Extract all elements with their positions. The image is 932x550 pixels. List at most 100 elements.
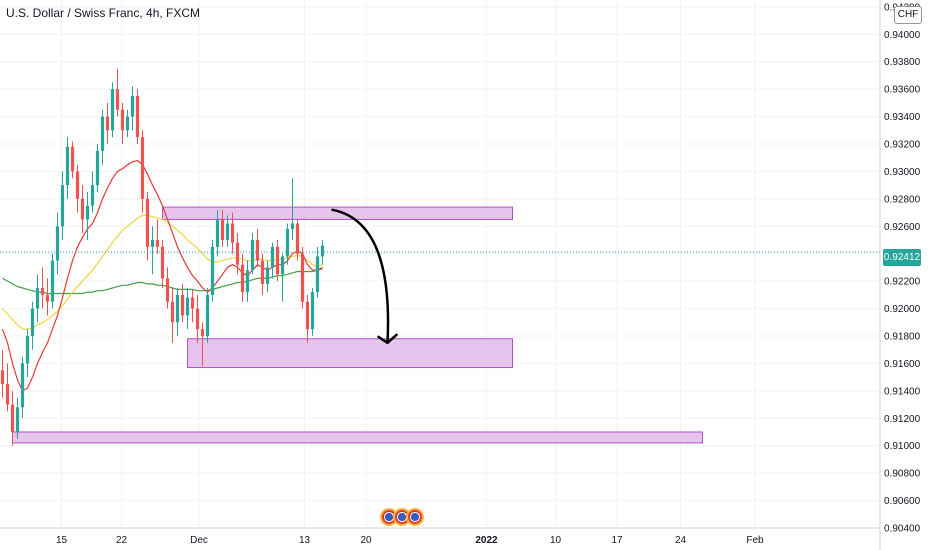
time-tick-label: 24 [675,535,687,546]
candle [320,240,325,265]
candle-body [305,301,310,330]
candle [245,260,250,302]
candle [170,288,175,343]
candle [185,288,190,330]
price-axis[interactable]: 0.90400 0.90600 0.90800 0.91000 0.91200 0.914… [879,0,921,550]
candle-body [170,301,175,323]
time-tick-label: 17 [611,535,623,546]
candle-body [245,270,250,293]
candle [55,212,60,275]
candle-body [260,260,265,284]
price-tick-label: 0.92000 [884,304,921,315]
candle [220,209,225,247]
candle-body [0,370,5,384]
ma-mid-line [2,214,323,330]
candle-body [195,308,200,330]
candle [240,253,245,302]
candle [315,246,320,298]
candle [195,294,200,343]
candle [100,109,105,165]
candle-body [5,384,10,405]
candle [115,68,120,117]
candle [20,356,25,419]
candle-body [300,253,305,302]
candle [265,260,270,293]
candle [150,226,155,275]
candle-body [285,229,290,257]
candle [230,212,235,254]
candle-body [80,198,85,220]
candle [125,109,130,138]
candle [60,171,65,240]
candle [270,242,275,279]
price-tick-label: 0.92800 [884,194,921,205]
candle-body [35,288,40,309]
candle [160,240,165,288]
economic-event-flag-icon[interactable] [406,508,424,526]
price-tick-label: 0.91000 [884,441,921,452]
price-tick-label: 0.93600 [884,85,921,96]
ma-fast-line [1,159,323,392]
candle [210,240,215,302]
candle-body [175,294,180,323]
candle-body [185,297,190,316]
price-tick-label: 0.91600 [884,359,921,370]
candle-body [255,240,260,261]
time-axis[interactable]: 15 22 Dec 13 20 2022 10 17 24 Feb [0,527,880,546]
price-tick-label: 0.94000 [884,30,921,41]
candle-body [290,223,295,230]
candle-body [130,96,135,117]
candle [120,102,125,144]
candle [50,253,55,309]
candle [10,390,15,446]
candle [155,219,160,254]
price-tick-label: 0.93200 [884,140,921,151]
zones[interactable] [12,206,703,444]
candle-body [265,267,270,284]
candle-body [125,116,130,131]
candle-body [10,404,15,432]
candle [200,322,205,367]
candle [215,209,220,257]
candle [5,363,10,412]
annotations[interactable] [0,208,880,345]
candle [85,192,90,240]
time-tick-label: Feb [746,535,764,546]
grid [0,0,880,529]
currency-badge[interactable]: CHF [894,6,922,24]
candle-body [225,223,230,240]
candle [310,288,315,336]
price-tick-label: 0.91800 [884,332,921,343]
candle [180,283,185,323]
candle-body [95,150,100,186]
candle [90,171,95,213]
price-tick-label: 0.90800 [884,469,921,480]
candle-body [65,146,70,186]
time-tick-label: 15 [56,535,68,546]
price-tick-label: 0.91200 [884,414,921,425]
time-tick-label: 22 [116,535,128,546]
time-tick-label: Dec [190,535,208,546]
candle-body [115,89,120,110]
candle [65,137,70,199]
candle [145,192,150,261]
candle [285,223,290,265]
candle-body [25,336,30,364]
candle-body [190,297,195,309]
arrow-head [377,333,398,345]
candle [165,267,170,309]
candle-body [280,256,285,275]
candle [135,89,140,144]
candle-body [145,198,150,247]
candle [205,288,210,343]
time-tick-label: 20 [360,535,372,546]
candle [130,86,135,131]
candle-body [310,292,315,330]
candle-body [235,242,240,265]
price-tick-label: 0.91400 [884,386,921,397]
time-tick-label: 10 [550,535,562,546]
candle-body [110,89,115,131]
price-tick-label: 0.92600 [884,222,921,233]
time-tick-label: 2022 [475,535,498,546]
